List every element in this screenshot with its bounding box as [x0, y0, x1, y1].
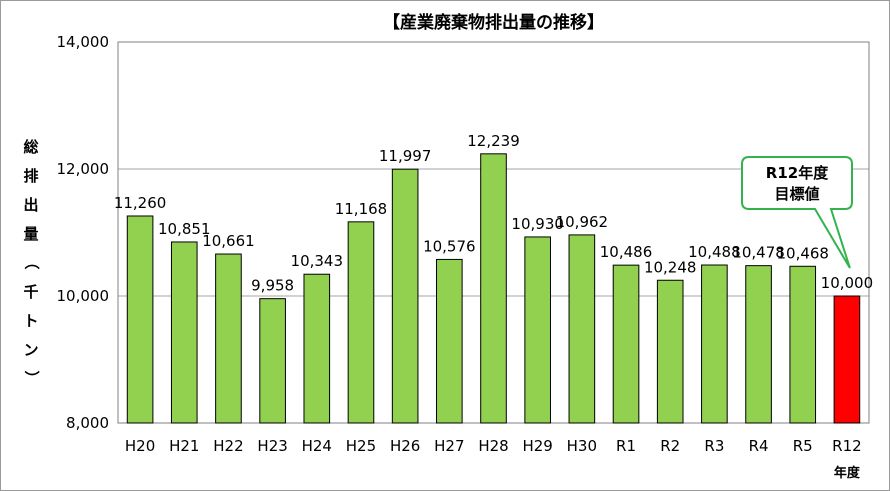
- data-label: 10,661: [202, 232, 255, 250]
- y-tick-label: 14,000: [57, 33, 110, 51]
- data-label: 10,851: [158, 220, 211, 238]
- x-tick-label: H23: [257, 437, 287, 455]
- bar-R2: [656, 279, 684, 424]
- x-axis-unit-label: 年度: [834, 465, 861, 481]
- x-tick-label: H25: [346, 437, 376, 455]
- bar-H23: [259, 298, 286, 424]
- data-label: 10,486: [600, 243, 653, 261]
- data-label: 10,478: [732, 244, 785, 262]
- data-label: 9,958: [251, 277, 294, 295]
- data-label: 11,168: [335, 200, 388, 218]
- x-tick-labels: H20 H21 H22 H23 H24 H25 H26 H27 H28 H29 H30 R1 R2 R3 R…: [125, 437, 862, 455]
- y-label-char: 排: [23, 167, 38, 185]
- x-tick-label: H29: [522, 437, 552, 455]
- x-tick-label: R5: [793, 437, 813, 455]
- y-label-char: ン: [23, 341, 38, 359]
- data-label: 11,260: [114, 194, 167, 212]
- callout-line2: 目標値: [774, 185, 819, 203]
- bar-H20: [126, 215, 154, 424]
- y-tick-label: 8,000: [66, 414, 109, 432]
- bar-H21: [170, 241, 198, 424]
- data-label: 10,962: [556, 213, 609, 231]
- bar-H27: [436, 258, 463, 424]
- bar-H28: [480, 153, 507, 424]
- bar-H24: [303, 273, 331, 424]
- bar-H30: [568, 234, 596, 424]
- x-tick-label: H21: [169, 437, 199, 455]
- x-tick-label: H22: [213, 437, 243, 455]
- bar-R12: [833, 295, 861, 424]
- bar-R4: [745, 265, 772, 424]
- y-tick-label: 10,000: [57, 287, 110, 305]
- y-label-char: 総: [23, 138, 38, 156]
- x-tick-label: R1: [616, 437, 636, 455]
- data-label: 10,930: [511, 215, 564, 233]
- y-label-char: ）: [23, 370, 41, 385]
- chart-title: 【産業廃棄物排出量の推移】: [383, 12, 604, 33]
- callout-bubble: [741, 156, 853, 269]
- data-label: 11,997: [379, 147, 432, 165]
- y-tick-labels: 8,000 10,000 12,000 14,000: [57, 33, 110, 432]
- y-label-char: 量: [23, 225, 38, 243]
- x-tick-label: R4: [749, 437, 769, 455]
- y-label-char: （: [23, 254, 41, 269]
- bar-H22: [215, 253, 242, 424]
- data-label: 10,488: [688, 243, 741, 261]
- x-tick-label: H26: [390, 437, 420, 455]
- data-label: 10,000: [821, 274, 874, 292]
- data-label: 10,576: [423, 237, 476, 255]
- y-tick-label: 12,000: [57, 160, 110, 178]
- x-tick-label: H27: [434, 437, 464, 455]
- bar-H25: [347, 221, 375, 424]
- x-tick-label: H28: [478, 437, 508, 455]
- bar-R1: [612, 264, 640, 424]
- x-tick-label: H20: [125, 437, 155, 455]
- data-label: 10,468: [776, 244, 829, 262]
- callout-line1: R12年度: [766, 164, 829, 182]
- bar-R5: [789, 265, 817, 424]
- y-label-char: 千: [23, 283, 38, 301]
- x-tick-label: R12: [832, 437, 862, 455]
- data-label: 10,248: [644, 258, 697, 276]
- bars: [126, 153, 861, 424]
- bar-H26: [391, 168, 419, 424]
- x-tick-label: H30: [567, 437, 597, 455]
- bar-H29: [524, 236, 551, 424]
- y-label-char: 出: [23, 196, 38, 214]
- bar-R3: [701, 264, 728, 424]
- y-label-char: ト: [23, 312, 38, 330]
- data-label: 12,239: [467, 132, 520, 150]
- x-tick-label: R2: [660, 437, 680, 455]
- x-tick-label: H24: [302, 437, 332, 455]
- x-tick-label: R3: [704, 437, 724, 455]
- data-label: 10,343: [291, 252, 344, 270]
